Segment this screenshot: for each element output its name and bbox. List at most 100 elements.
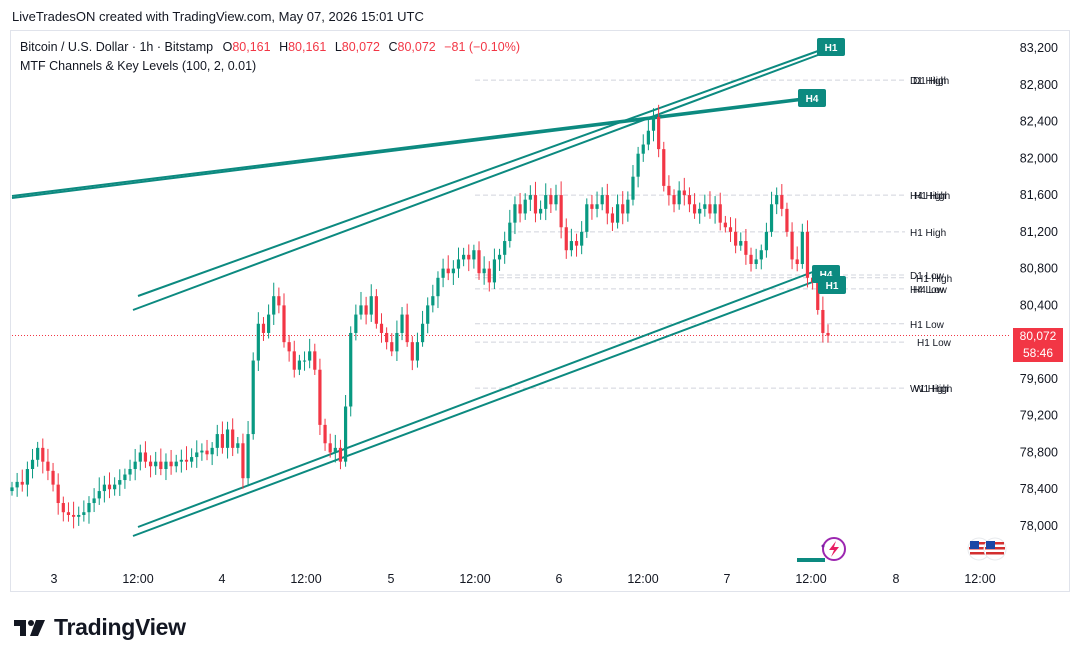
candle-body	[764, 231, 769, 251]
candle-body	[251, 360, 255, 435]
candle-body	[77, 514, 81, 517]
candle-body	[148, 461, 153, 467]
candle-body	[549, 195, 553, 205]
y-tick-label: 81,200	[1020, 225, 1058, 239]
x-tick-label: 5	[388, 572, 395, 586]
candle-body	[364, 305, 368, 315]
x-tick-label: 12:00	[795, 572, 826, 586]
candle-body	[333, 447, 337, 453]
candle-body	[487, 268, 491, 283]
candle-body	[610, 213, 615, 223]
legend-indicator[interactable]: MTF Channels & Key Levels (100, 2, 0.01)	[20, 59, 257, 73]
x-tick-label: 12:00	[459, 572, 490, 586]
candle-body	[323, 424, 327, 444]
candle-body	[71, 514, 76, 517]
key-level-label: H4 High	[910, 191, 946, 202]
channel-trendline	[137, 269, 819, 528]
candle-body	[805, 231, 810, 278]
candle-body	[431, 296, 435, 306]
candle-body	[195, 452, 199, 458]
candle-body	[718, 204, 722, 223]
chart-frame[interactable]	[10, 30, 1070, 592]
candle-body	[405, 314, 409, 343]
candle-body	[800, 231, 804, 265]
legend-open-label: O	[222, 40, 233, 54]
candle-body	[46, 461, 50, 471]
candle-body	[343, 406, 348, 462]
candle-body	[636, 153, 640, 177]
candle-body	[420, 323, 425, 343]
candle-body	[451, 268, 455, 274]
y-tick-label: 78,400	[1020, 482, 1058, 496]
us-flag-icon[interactable]	[966, 536, 1010, 562]
candle-body	[415, 342, 420, 361]
candle-body	[118, 480, 122, 485]
x-tick-label: 12:00	[964, 572, 995, 586]
key-level-label: H1 Low	[917, 338, 952, 349]
candle-body	[569, 241, 573, 251]
candle-body	[267, 314, 271, 333]
candle-body	[585, 204, 589, 232]
channel-trendline	[132, 279, 819, 537]
candle-body	[236, 443, 240, 448]
legend-symbol[interactable]: Bitcoin / U.S. Dollar · 1h · Bitstamp	[20, 40, 214, 54]
chart-svg[interactable]: 83,200 82,800 82,400 82,000 81,600 81,200 80,8…	[0, 0, 1080, 600]
candle-body	[128, 469, 132, 475]
last-price-tag: 80,072 58:46	[1013, 328, 1063, 362]
candle-body	[590, 204, 594, 209]
candle-body	[744, 241, 748, 255]
candle-body	[492, 259, 497, 283]
candle-body	[25, 469, 29, 485]
y-tick-label: 80,400	[1020, 298, 1058, 312]
candle-body	[390, 342, 394, 352]
candle-body	[795, 259, 799, 265]
candle-body	[231, 429, 235, 448]
x-tick-label: 8	[893, 572, 900, 586]
brand-name: TradingView	[54, 614, 186, 640]
candle-body	[477, 250, 481, 274]
candle-body	[169, 461, 173, 467]
chart-legend: Bitcoin / U.S. Dollar · 1h · Bitstamp O8…	[20, 38, 520, 76]
candle-body	[87, 503, 91, 513]
candle-body	[528, 195, 532, 200]
y-tick-label: 79,600	[1020, 372, 1058, 386]
candle-body	[133, 461, 137, 470]
legend-ohlc-row: Bitcoin / U.S. Dollar · 1h · Bitstamp O8…	[20, 38, 520, 57]
candle-body	[246, 434, 250, 479]
channel-trendline	[137, 50, 819, 297]
channel-tag	[798, 89, 826, 107]
candle-body	[790, 231, 794, 260]
candle-body	[369, 296, 373, 315]
event-marker-economic[interactable]	[966, 536, 1010, 562]
candle-body	[641, 144, 645, 154]
candle-body	[282, 305, 286, 343]
lightning-icon[interactable]	[814, 536, 846, 562]
tradingview-branding[interactable]: TradingView	[12, 614, 186, 641]
y-tick-label: 79,200	[1020, 409, 1058, 423]
y-tick-label: 82,000	[1020, 151, 1058, 165]
candle-body	[513, 204, 517, 223]
candle-body	[56, 484, 60, 504]
candle-body	[426, 305, 430, 324]
candle-body	[785, 208, 789, 232]
key-level-label: H4 Low	[913, 285, 948, 296]
candle-body	[533, 195, 538, 214]
x-tick-label: 3	[51, 572, 58, 586]
candle-body	[123, 474, 127, 481]
key-level-label: H1 High	[916, 274, 952, 285]
candle-body	[107, 484, 112, 490]
key-level-label: H1 High	[914, 191, 950, 202]
candle-body	[220, 434, 225, 448]
key-level-label: H1 Low	[910, 320, 945, 331]
candle-body	[441, 268, 445, 278]
candle-body	[754, 259, 758, 265]
candle-body	[657, 116, 661, 150]
candle-body	[36, 447, 40, 460]
key-level-label: W1 High	[910, 384, 948, 395]
event-marker-lightning[interactable]	[814, 536, 846, 562]
legend-close-label: C	[388, 40, 398, 54]
candle-body	[61, 503, 65, 513]
candle-body	[723, 222, 727, 228]
candle-body	[816, 282, 820, 310]
key-level-label: H1 High	[910, 228, 946, 239]
